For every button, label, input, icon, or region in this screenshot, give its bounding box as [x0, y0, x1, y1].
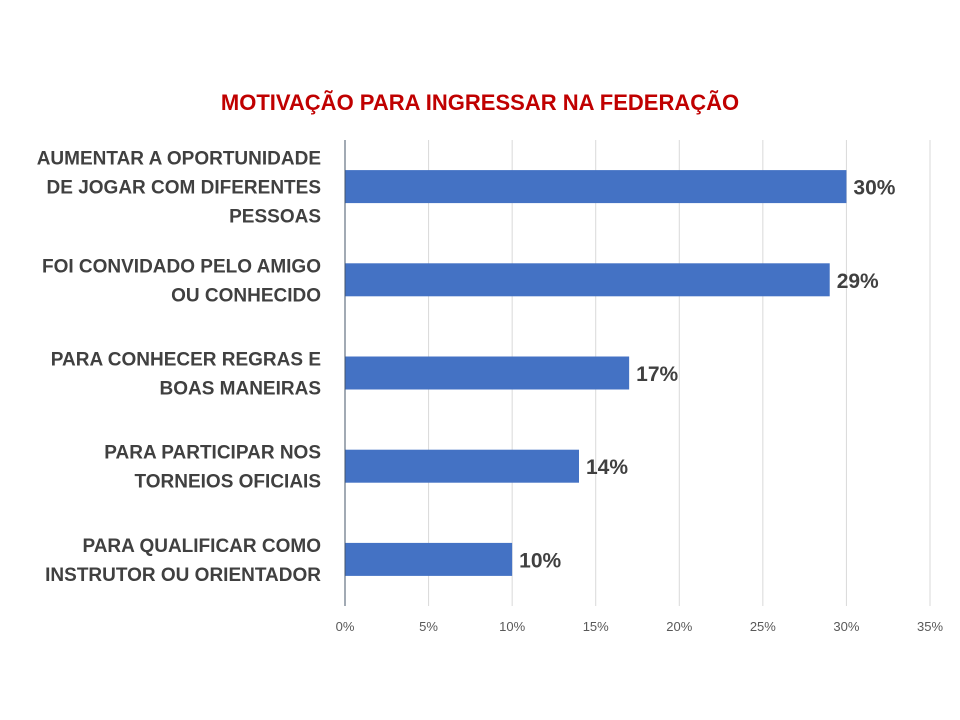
category-label: PARA QUALIFICAR COMO	[82, 536, 321, 557]
data-label: 17%	[636, 363, 678, 386]
bar	[345, 542, 513, 576]
chart-title: MOTIVAÇÃO PARA INGRESSAR NA FEDERAÇÃO	[221, 90, 739, 115]
x-tick-label: 15%	[583, 619, 609, 634]
bars	[345, 170, 847, 576]
data-label: 29%	[837, 270, 879, 293]
category-label: PESSOAS	[229, 207, 321, 228]
x-tick-label: 25%	[750, 619, 776, 634]
bar	[345, 449, 579, 483]
data-label: 14%	[586, 456, 628, 479]
labels: 0% 5% 10% 15% 20% 25% 30% 35% 30% AUMENTAR A OPOR…	[37, 149, 944, 634]
category-label: INSTRUTOR OU ORIENTADOR	[45, 565, 321, 586]
category-label: PARA PARTICIPAR NOS	[104, 443, 321, 464]
category-label: PARA CONHECER REGRAS E	[51, 350, 321, 371]
category-label: TORNEIOS OFICIAIS	[134, 472, 321, 493]
x-tick-label: 30%	[833, 619, 859, 634]
x-tick-label: 5%	[419, 619, 438, 634]
x-tick-label: 0%	[336, 619, 355, 634]
x-tick-label: 20%	[666, 619, 692, 634]
data-label: 30%	[853, 177, 895, 200]
data-label: 10%	[519, 549, 561, 572]
bar	[345, 263, 830, 297]
category-label: DE JOGAR COM DIFERENTES	[47, 178, 321, 199]
category-label: AUMENTAR A OPORTUNIDADE	[37, 149, 321, 170]
category-label: OU CONHECIDO	[171, 285, 321, 306]
bar	[345, 170, 847, 204]
bar	[345, 356, 630, 390]
x-tick-label: 10%	[499, 619, 525, 634]
category-label: FOI CONVIDADO PELO AMIGO	[42, 256, 321, 277]
x-tick-label: 35%	[917, 619, 943, 634]
category-label: BOAS MANEIRAS	[159, 379, 321, 400]
